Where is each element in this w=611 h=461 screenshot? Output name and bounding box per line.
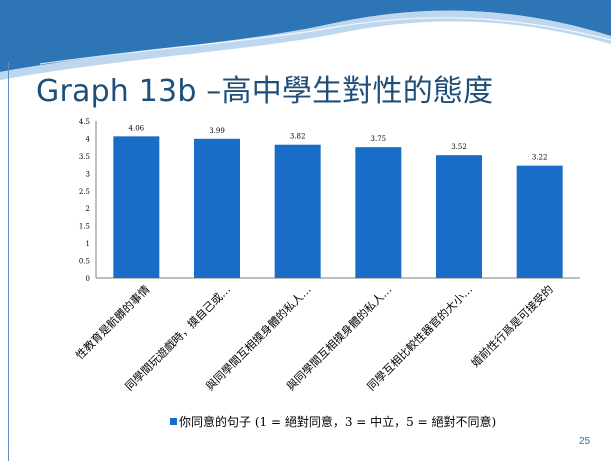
y-tick-label: 2 xyxy=(86,205,90,213)
data-label: 3.52 xyxy=(451,143,467,151)
slide-title: Graph 13b –高中學生對性的態度 xyxy=(36,74,494,109)
category-label: 性教育是骯髒的事情 xyxy=(73,282,153,362)
header-banner xyxy=(0,0,611,80)
category-label: 婚前性行爲是可接受的 xyxy=(468,282,556,370)
data-label: 3.99 xyxy=(209,127,225,135)
bar xyxy=(355,147,402,278)
bar xyxy=(194,138,240,278)
y-tick-label: 3.5 xyxy=(79,153,90,161)
y-tick-label: 2.5 xyxy=(79,188,90,196)
y-tick-label: 4 xyxy=(86,135,91,143)
data-label: 3.22 xyxy=(532,154,548,162)
data-label: 3.75 xyxy=(371,135,387,143)
bar xyxy=(274,144,321,278)
y-tick-label: 1.5 xyxy=(79,223,90,231)
data-label: 3.82 xyxy=(290,133,306,141)
y-tick-label: 4.5 xyxy=(79,118,90,126)
legend-label: 你同意的句子 (1 = 絕對同意，3 = 中立，5 = 絕對不同意) xyxy=(179,415,497,429)
y-tick-label: 1 xyxy=(86,240,90,248)
y-tick-label: 3 xyxy=(86,170,90,178)
data-label: 4.06 xyxy=(129,124,145,132)
y-tick-label: 0 xyxy=(86,275,90,283)
chart-legend: 你同意的句子 (1 = 絕對同意，3 = 中立，5 = 絕對不同意) xyxy=(170,413,496,430)
legend-swatch xyxy=(170,418,177,425)
bar xyxy=(516,165,563,278)
page-number: 25 xyxy=(579,436,591,447)
bar xyxy=(436,155,482,278)
left-border-line xyxy=(8,62,9,461)
y-tick-label: 0.5 xyxy=(79,258,90,266)
bar xyxy=(113,136,160,278)
